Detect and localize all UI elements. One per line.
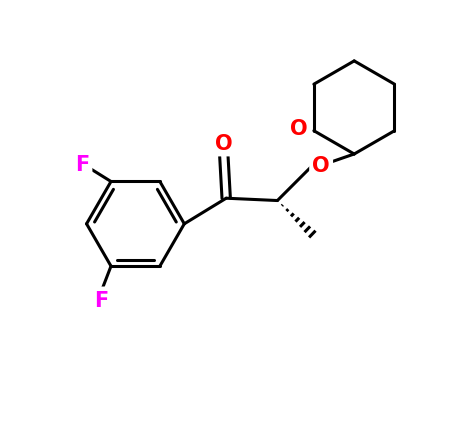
Text: O: O	[290, 119, 308, 139]
Text: F: F	[95, 290, 109, 310]
Text: F: F	[75, 154, 89, 175]
Text: O: O	[215, 134, 233, 154]
Text: O: O	[312, 155, 330, 175]
